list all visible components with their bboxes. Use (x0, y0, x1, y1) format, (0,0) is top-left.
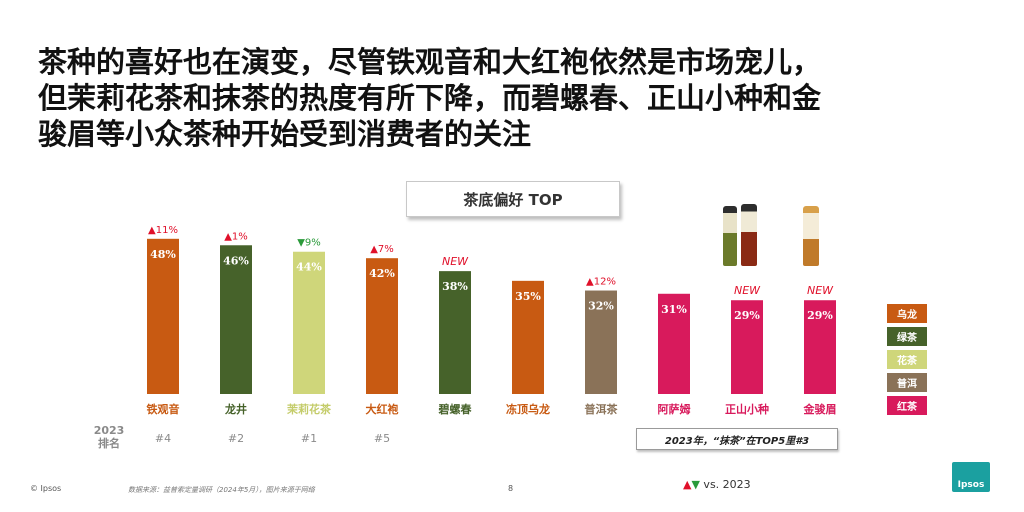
down-arrow-icon: ▼ (691, 478, 700, 491)
change-legend: ▲▼ vs. 2023 (683, 478, 751, 491)
chart-title-box: 茶底偏好 TOP (406, 181, 620, 217)
bar-4 (366, 258, 398, 394)
data-source: 数据来源：益普索定量调研（2024年5月），图片来源于网络 (128, 486, 315, 494)
bar-6 (512, 280, 544, 394)
data-label: 46% (223, 254, 249, 267)
category-label: 金骏眉 (803, 402, 837, 416)
bottle-image-red (741, 204, 757, 266)
rank-label: #5 (374, 432, 390, 445)
change-label: ▼9% (297, 238, 321, 249)
data-label: 31% (661, 303, 687, 316)
data-label: 29% (807, 309, 833, 322)
title-line-1: 茶种的喜好也在演变，尽管铁观音和大红袍依然是市场宠儿， (38, 45, 822, 79)
ipsos-logo: Ipsos (952, 462, 990, 492)
year-label: 2023 (93, 424, 125, 437)
bar-3 (293, 251, 325, 394)
data-label: 35% (515, 290, 541, 303)
data-label: 32% (588, 300, 614, 313)
copyright: © Ipsos (30, 484, 62, 493)
change-label: NEW (734, 284, 761, 297)
category-label: 冻顶乌龙 (506, 402, 550, 416)
rank-label: #1 (301, 432, 317, 445)
category-label: 大红袍 (366, 402, 399, 416)
legend-item-puer: 普洱 (887, 373, 927, 392)
page-number: 8 (508, 484, 514, 493)
logo-text: Ipsos (957, 480, 985, 490)
data-label: 44% (296, 261, 322, 274)
legend-item-green: 绿茶 (887, 327, 927, 346)
change-label: ▲1% (224, 231, 248, 242)
legend-label: 乌龙 (897, 310, 917, 321)
rank-label: #2 (228, 432, 244, 445)
legend-label: 绿茶 (897, 333, 917, 344)
bar-10 (804, 300, 836, 394)
bar-7 (585, 290, 617, 394)
chart-title: 茶底偏好 TOP (463, 190, 563, 209)
category-label: 普洱茶 (585, 402, 619, 416)
bottle-image-amber (803, 206, 819, 266)
bar-9 (731, 300, 763, 394)
bar-2 (220, 245, 252, 394)
rank-row-label: 2023 排名 (88, 424, 130, 450)
category-label: 龙井 (224, 402, 247, 416)
data-label: 48% (150, 248, 176, 261)
bar-8 (658, 293, 690, 394)
category-label: 正山小种 (725, 402, 769, 416)
category-label: 铁观音 (147, 402, 180, 416)
bar-5 (439, 271, 471, 394)
legend-label: 普洱 (897, 379, 917, 390)
legend-item-oolong: 乌龙 (887, 304, 927, 323)
rank-label: #4 (155, 432, 171, 445)
legend-label: 红茶 (897, 402, 917, 413)
up-arrow-icon: ▲ (683, 478, 692, 491)
bar-1 (147, 238, 179, 394)
legend-item-black: 红茶 (887, 396, 927, 415)
data-label: 42% (369, 267, 395, 280)
data-label: 38% (442, 280, 468, 293)
legend-item-flower: 花茶 (887, 350, 927, 369)
legend-label: 花茶 (897, 356, 917, 367)
change-label: ▲12% (586, 277, 616, 288)
vs-text: vs. 2023 (699, 478, 751, 491)
title-line-3: 骏眉等小众茶种开始受到消费者的关注 (38, 117, 532, 151)
category-label: 碧螺春 (438, 402, 473, 416)
title-line-2: 但茉莉花茶和抹茶的热度有所下降，而碧螺春、正山小种和金 (38, 81, 822, 115)
change-label: ▲11% (148, 225, 178, 236)
chart-legend: 乌龙 绿茶 花茶 普洱 红茶 (887, 304, 927, 419)
change-label: NEW (442, 255, 469, 268)
rank-label: 排名 (98, 437, 120, 450)
page-title: 茶种的喜好也在演变，尽管铁观音和大红袍依然是市场宠儿， 但茉莉花茶和抹茶的热度有… (38, 44, 998, 152)
note-text: 2023年，“抹茶”在TOP5里#3 (664, 435, 810, 447)
category-label: 阿萨姆 (658, 402, 691, 416)
matcha-note: 2023年，“抹茶”在TOP5里#3 (636, 428, 838, 450)
change-label: ▲7% (370, 244, 394, 255)
data-label: 29% (734, 309, 760, 322)
category-label: 茉莉花茶 (287, 402, 332, 416)
change-label: NEW (807, 284, 834, 297)
bottle-image-green (723, 206, 737, 266)
